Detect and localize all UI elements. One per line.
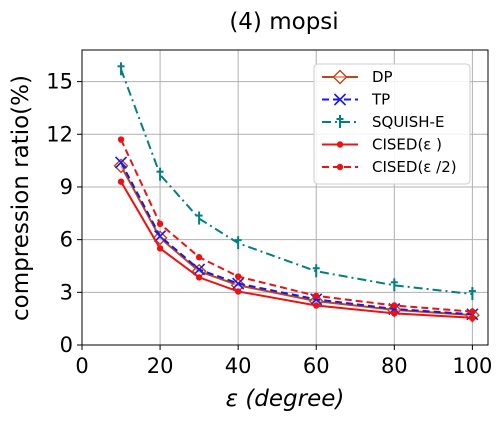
data-point <box>313 302 320 309</box>
y-tick-label: 6 <box>60 228 73 252</box>
data-point <box>195 211 203 225</box>
legend-marker <box>332 69 348 85</box>
data-point <box>193 263 206 276</box>
legend-item: CISED(ε /2) <box>322 158 457 176</box>
legend-marker <box>336 141 344 148</box>
y-tick-label: 3 <box>60 280 73 304</box>
ticks: 0 20 40 60 80 100 0 3 6 9 12 15 <box>46 70 492 378</box>
legend-item: SQUISH-E <box>322 113 444 131</box>
data-point <box>156 220 164 228</box>
series-4 <box>117 136 476 315</box>
data-point <box>390 278 398 292</box>
x-tick-label: 20 <box>147 354 174 378</box>
data-point <box>113 158 129 174</box>
data-point <box>156 245 164 252</box>
y-tick-label: 0 <box>60 333 73 357</box>
data-point <box>391 310 398 317</box>
data-point <box>117 62 125 76</box>
legend-item: CISED(ε ) <box>322 136 442 154</box>
y-tick-label: 15 <box>46 70 73 94</box>
data-point <box>117 136 125 143</box>
y-axis-title: compression ratio(%) <box>8 75 34 321</box>
data-point <box>195 274 203 281</box>
legend-label: SQUISH-E <box>372 113 444 131</box>
legend-label: CISED(ε ) <box>372 136 442 154</box>
data-point <box>234 273 242 280</box>
legend-item: DP <box>322 68 393 86</box>
legend-marker <box>336 163 344 171</box>
legend-box <box>313 63 471 185</box>
chart-title: (4) mopsi <box>229 9 338 35</box>
data-point <box>469 314 476 321</box>
y-tick-label: 12 <box>46 122 73 146</box>
data-point <box>234 288 242 295</box>
data-point <box>195 254 203 261</box>
legend: DP TP SQUISH-E CISED(ε ) CISED(ε /2) <box>313 63 471 185</box>
data-point <box>469 308 476 315</box>
data-point <box>114 156 128 169</box>
series-2 <box>117 62 476 301</box>
data-point <box>312 264 320 278</box>
data-point <box>391 302 398 309</box>
legend-marker <box>336 115 344 128</box>
legend-label: TP <box>371 91 390 109</box>
x-tick-label: 100 <box>452 354 492 378</box>
legend-label: DP <box>372 68 393 86</box>
legend-marker <box>333 93 347 106</box>
data-point <box>313 292 320 300</box>
x-tick-label: 40 <box>225 354 252 378</box>
series-3 <box>117 178 476 321</box>
data-point <box>234 236 242 250</box>
data-point <box>468 287 476 301</box>
x-tick-label: 0 <box>75 354 88 378</box>
data-point <box>154 230 167 243</box>
y-tick-label: 9 <box>60 175 73 199</box>
legend-item: TP <box>322 91 390 109</box>
x-tick-label: 80 <box>381 354 408 378</box>
plot-frame <box>81 49 489 346</box>
x-tick-label: 60 <box>303 354 330 378</box>
series-layer <box>113 62 480 323</box>
data-point <box>117 178 125 185</box>
x-axis-title: ε (degree) <box>226 386 345 412</box>
legend-label: CISED(ε /2) <box>372 158 457 176</box>
data-point <box>156 167 164 181</box>
data-point <box>232 277 245 290</box>
